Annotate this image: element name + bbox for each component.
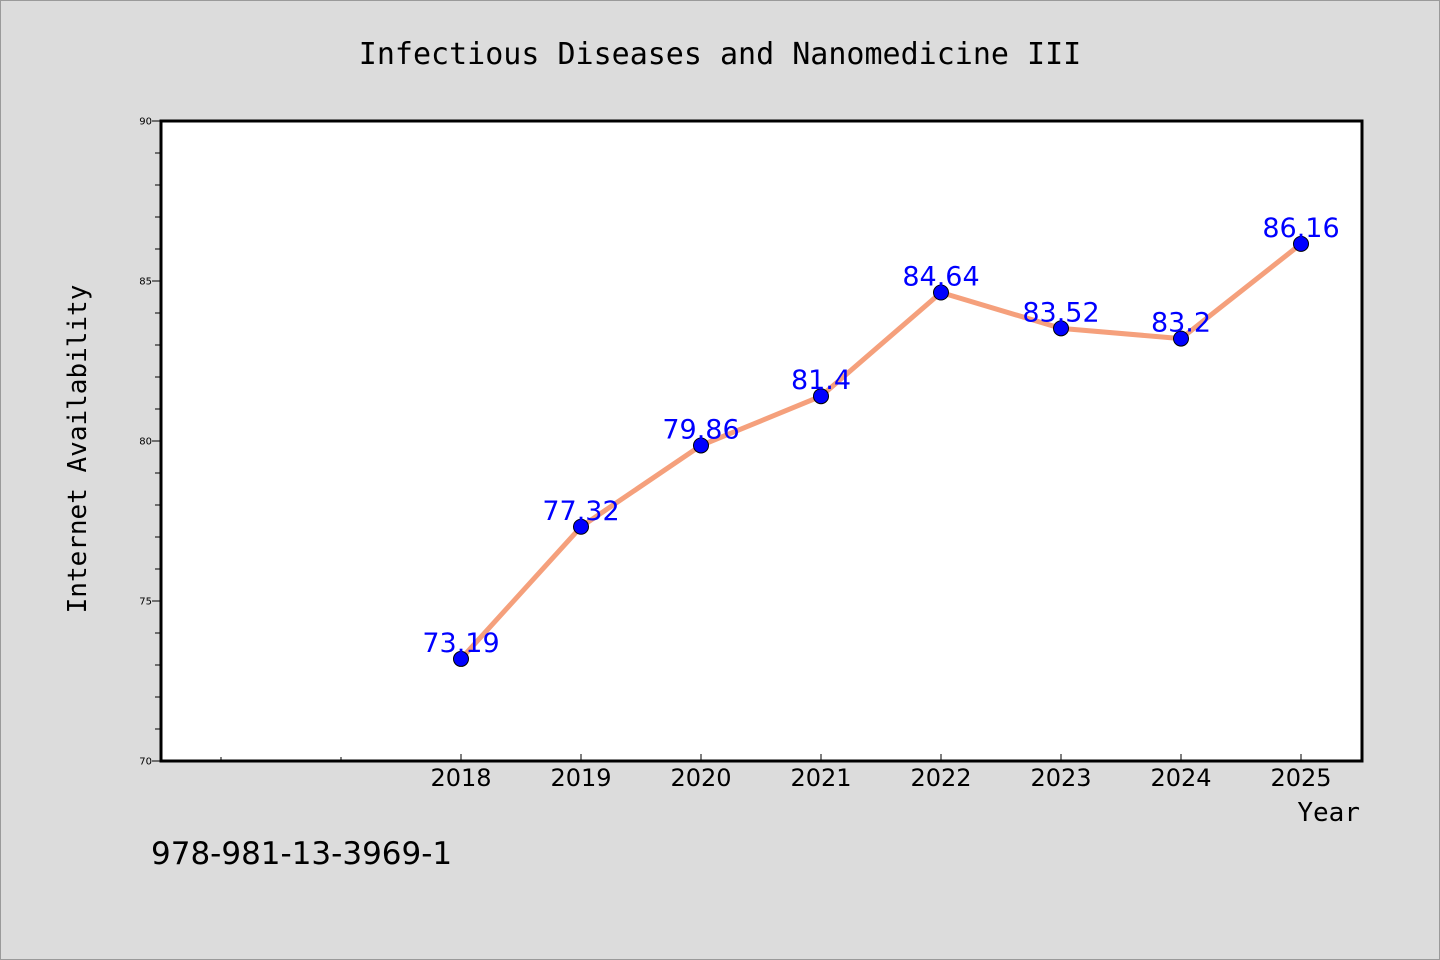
x-tick-label: 2022	[910, 764, 971, 792]
x-tick-label: 2019	[550, 764, 611, 792]
data-label: 77.32	[542, 496, 619, 527]
x-tick-label: 2020	[670, 764, 731, 792]
y-axis-ticks: 70 75 80 85 90	[139, 117, 161, 768]
y-tick-label: 75	[139, 597, 152, 608]
data-point	[933, 284, 949, 301]
data-point	[1293, 235, 1309, 252]
x-tick-label: 2024	[1150, 764, 1211, 792]
x-axis-label: Year	[1297, 798, 1360, 828]
data-label: 81.4	[791, 365, 851, 396]
plot-area	[159, 119, 1364, 763]
data-label: 79.86	[662, 414, 739, 445]
y-tick-label: 70	[139, 757, 152, 768]
data-point	[1053, 320, 1069, 337]
x-tick-label: 2018	[430, 764, 491, 792]
y-tick-label: 85	[139, 277, 152, 288]
series-line	[458, 241, 1304, 662]
data-point	[573, 518, 589, 535]
x-axis-ticks: 2018 2019 2020 2021 2022 2023 2024 2025	[220, 754, 1332, 792]
data-point	[693, 437, 709, 454]
x-tick-label: 2025	[1270, 764, 1331, 792]
y-tick-label: 80	[139, 437, 152, 448]
data-label: 83.52	[1022, 297, 1099, 328]
isbn-text: 978-981-13-3969-1	[151, 836, 452, 872]
data-labels-group: 73.19 77.32 79.86 81.4 84.64 83.52 83.2 86.16	[422, 213, 1339, 659]
data-label: 86.16	[1262, 213, 1339, 244]
series-line-group	[453, 235, 1309, 667]
x-tick-label: 2023	[1030, 764, 1091, 792]
y-axis-label: Internet Availability	[63, 285, 93, 614]
data-point	[1173, 330, 1189, 347]
data-point	[453, 650, 469, 667]
data-label: 83.2	[1151, 308, 1211, 339]
x-tick-label: 2021	[790, 764, 851, 792]
data-point	[813, 388, 829, 405]
data-label: 84.64	[902, 262, 979, 293]
chart-title: Infectious Diseases and Nanomedicine III	[359, 37, 1081, 72]
y-tick-label: 90	[139, 117, 152, 128]
data-label: 73.19	[422, 628, 499, 659]
